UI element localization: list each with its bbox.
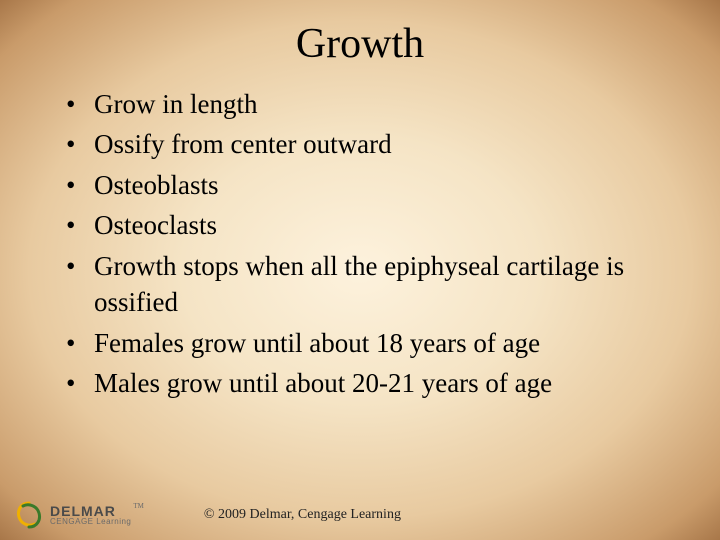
list-item: Osteoblasts [60,167,660,203]
list-item: Grow in length [60,86,660,122]
trademark: TM [133,502,144,510]
logo-secondary: CENGAGE Learning [50,518,131,526]
slide: Growth Grow in length Ossify from center… [0,0,720,540]
slide-content: Grow in length Ossify from center outwar… [0,68,720,402]
footer: DELMAR CENGAGE Learning TM © 2009 Delmar… [0,500,720,530]
list-item: Females grow until about 18 years of age [60,325,660,361]
list-item: Ossify from center outward [60,126,660,162]
swirl-icon [14,500,44,530]
logo-text: DELMAR CENGAGE Learning [50,504,131,526]
bullet-list: Grow in length Ossify from center outwar… [60,86,660,402]
slide-title: Growth [0,0,720,68]
logo-primary: DELMAR [50,504,131,518]
publisher-logo: DELMAR CENGAGE Learning TM [14,500,144,530]
copyright-text: © 2009 Delmar, Cengage Learning [204,507,401,523]
list-item: Growth stops when all the epiphyseal car… [60,248,660,321]
list-item: Osteoclasts [60,207,660,243]
list-item: Males grow until about 20-21 years of ag… [60,365,660,401]
